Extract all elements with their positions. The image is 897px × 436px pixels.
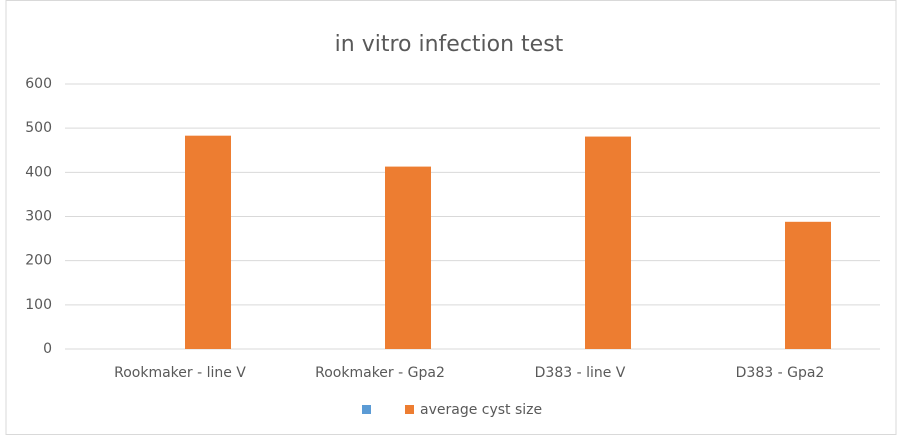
chart-title: in vitro infection test	[335, 32, 564, 57]
x-tick-label: D383 - Gpa2	[736, 365, 825, 381]
y-tick-label: 200	[25, 253, 52, 269]
x-tick-label: Rookmaker - Gpa2	[315, 365, 445, 381]
bar	[585, 136, 631, 349]
bar	[185, 135, 231, 349]
y-tick-label: 0	[43, 341, 52, 357]
y-tick-label: 400	[25, 164, 52, 180]
y-tick-label: 500	[25, 120, 52, 136]
chart-border	[5, 0, 897, 435]
y-tick-label: 600	[25, 76, 52, 92]
legend-swatch	[362, 405, 371, 414]
x-tick-label: D383 - line V	[535, 365, 626, 381]
bar	[785, 221, 831, 349]
legend-swatch	[405, 405, 414, 414]
y-tick-label: 300	[25, 209, 52, 225]
y-tick-label: 100	[25, 297, 52, 313]
legend-label: average cyst size	[420, 402, 542, 418]
x-tick-label: Rookmaker - line V	[114, 365, 246, 381]
bar	[385, 166, 431, 349]
